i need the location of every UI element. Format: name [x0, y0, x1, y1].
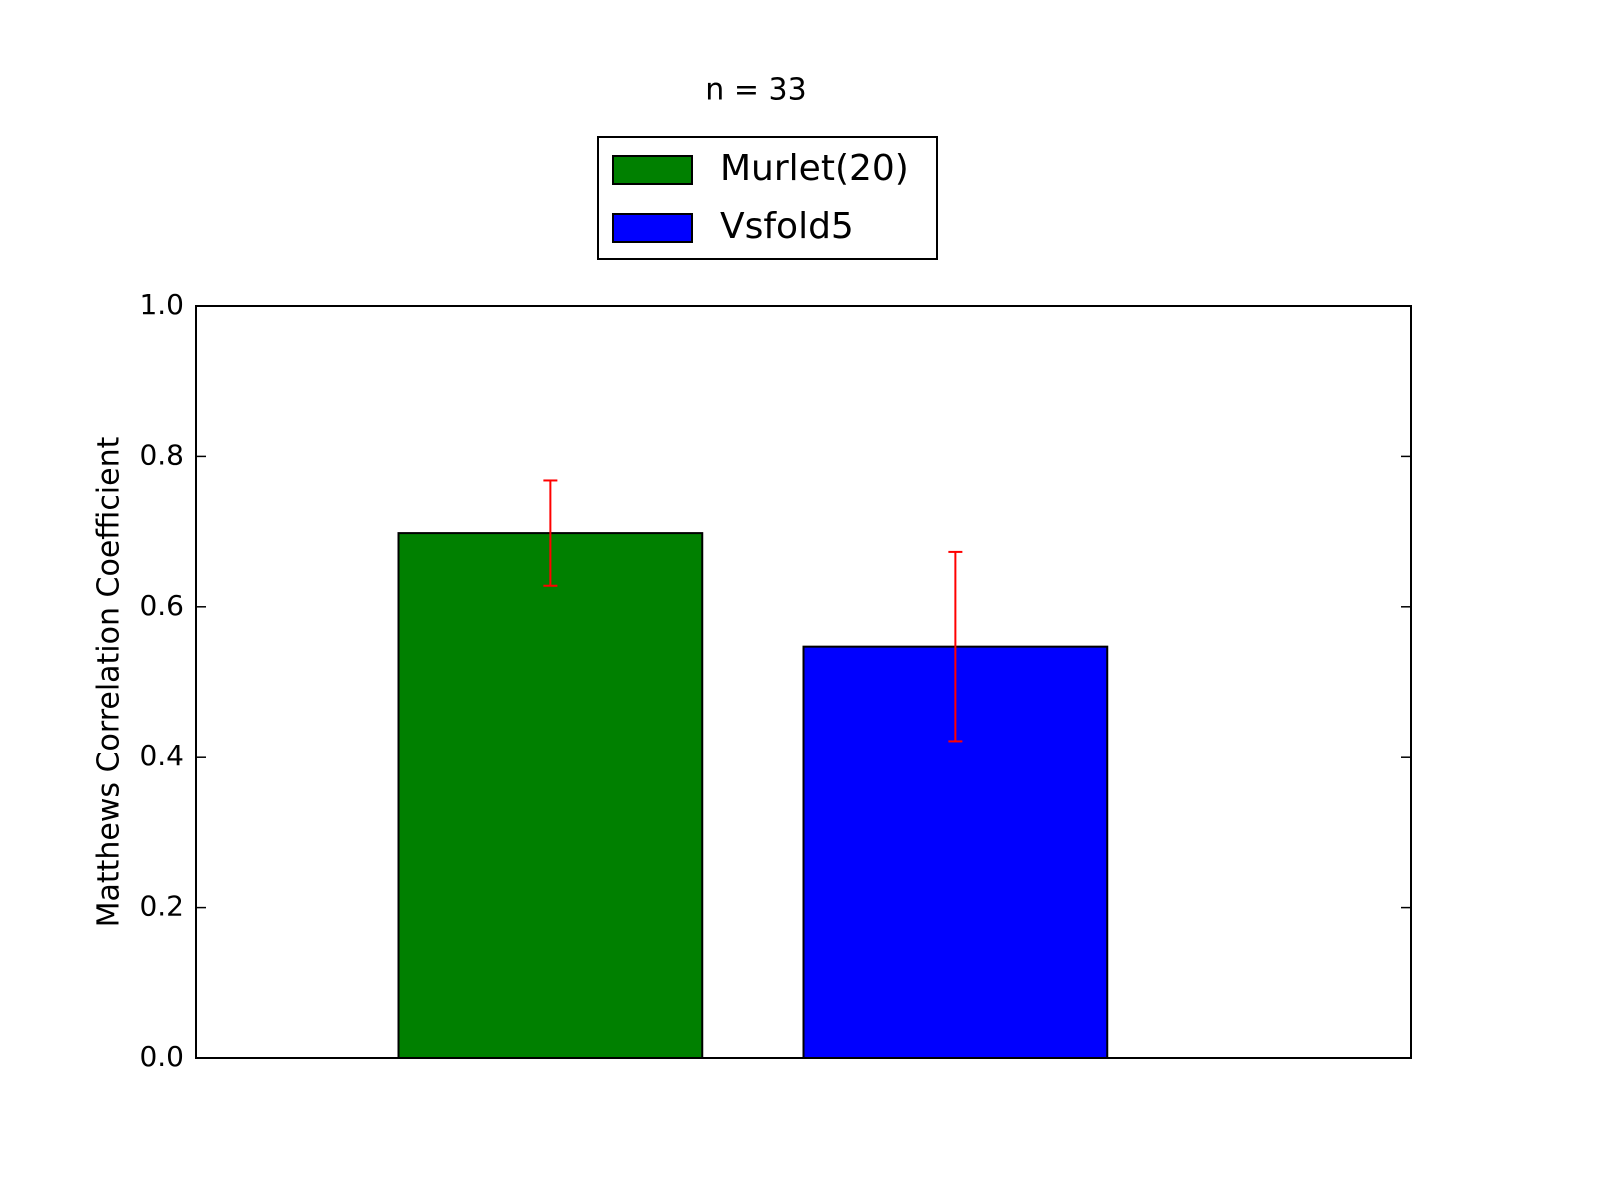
plot-frame — [195, 305, 1412, 1059]
error-bar — [948, 550, 963, 743]
legend-swatch — [612, 155, 693, 185]
bar — [397, 532, 704, 1059]
legend-label: Murlet(20) — [720, 148, 909, 189]
y-tick-label: 0.4 — [139, 739, 184, 772]
y-axis-label: Matthews Correlation Coefficient — [92, 436, 127, 927]
y-tick-label: 1.0 — [139, 288, 184, 321]
y-tick-label: 0.8 — [139, 438, 184, 471]
chart-title: n = 33 — [705, 73, 806, 108]
y-tick-label: 0.6 — [139, 589, 184, 622]
y-tick-label: 0.2 — [139, 890, 184, 923]
y-tick-label: 0.0 — [139, 1040, 184, 1073]
legend-swatch — [612, 213, 693, 243]
error-bar — [543, 479, 558, 587]
legend-label: Vsfold5 — [720, 206, 854, 247]
